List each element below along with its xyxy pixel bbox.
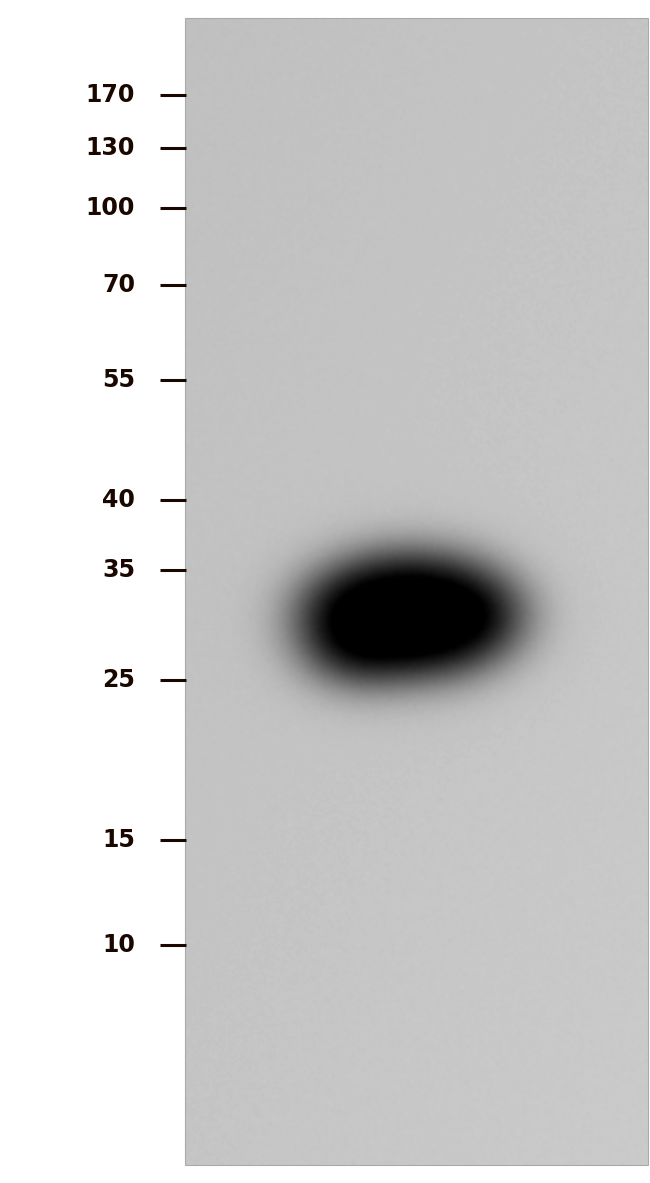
Bar xyxy=(185,18,648,1165)
Text: 170: 170 xyxy=(86,83,135,106)
Text: 100: 100 xyxy=(86,196,135,220)
Text: 10: 10 xyxy=(102,933,135,957)
Text: 35: 35 xyxy=(102,558,135,582)
Text: 40: 40 xyxy=(102,489,135,512)
Text: 25: 25 xyxy=(102,668,135,692)
Text: 15: 15 xyxy=(102,828,135,852)
Text: 55: 55 xyxy=(102,368,135,392)
Text: 70: 70 xyxy=(102,273,135,297)
Text: 130: 130 xyxy=(86,136,135,160)
